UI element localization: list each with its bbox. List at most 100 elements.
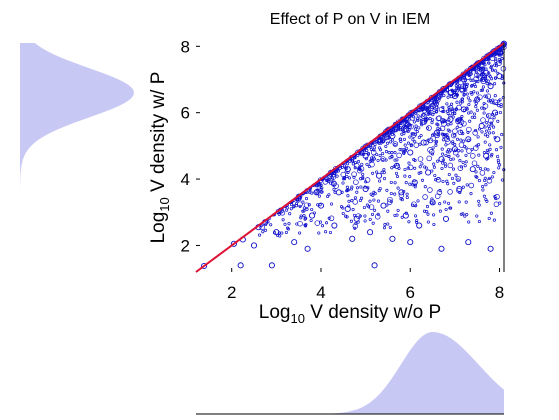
data-point <box>304 245 311 252</box>
cloud-point <box>393 151 397 155</box>
cloud-point <box>373 208 377 212</box>
y-tick-label: 4 <box>181 170 190 189</box>
cloud-point <box>432 165 436 169</box>
cloud-point <box>347 204 351 208</box>
cloud-point <box>414 204 418 208</box>
cloud-point <box>416 199 420 203</box>
cloud-point <box>450 102 454 106</box>
cloud-point <box>451 157 455 161</box>
cloud-point <box>491 131 495 135</box>
cloud-point <box>284 230 288 234</box>
cloud-point <box>397 126 401 130</box>
cloud-point <box>464 146 468 150</box>
cloud-point <box>400 148 404 152</box>
cloud-point <box>364 177 371 183</box>
cloud-point <box>496 71 500 75</box>
cloud-point <box>497 99 501 103</box>
cloud-point <box>446 128 450 132</box>
cloud-point <box>458 159 462 163</box>
cloud-point <box>498 163 502 167</box>
cloud-point <box>400 198 404 202</box>
cloud-point <box>447 189 453 195</box>
cloud-point <box>494 148 499 152</box>
cloud-point <box>344 170 348 174</box>
data-point <box>402 212 409 219</box>
cloud-point <box>459 138 463 142</box>
cloud-point <box>297 201 303 207</box>
cloud-point <box>400 132 404 136</box>
cloud-point <box>393 158 397 162</box>
cloud-point <box>473 99 477 103</box>
cloud-point <box>403 149 408 153</box>
cloud-point <box>436 133 440 137</box>
cloud-point <box>436 123 440 127</box>
data-point <box>420 139 427 146</box>
cloud-point <box>352 175 356 179</box>
cloud-point <box>451 167 456 171</box>
cloud-point <box>463 164 467 168</box>
cloud-point <box>345 185 349 189</box>
cloud-point <box>414 124 418 128</box>
cloud-point <box>393 192 397 196</box>
cloud-point <box>466 148 472 154</box>
cloud-point <box>448 114 452 118</box>
cloud-point <box>318 203 322 207</box>
cloud-point <box>258 233 262 237</box>
cloud-point <box>408 135 412 139</box>
data-point <box>353 215 360 222</box>
cloud-point <box>449 148 453 152</box>
cloud-point <box>453 143 457 147</box>
cloud-point <box>413 185 417 189</box>
cloud-point <box>412 120 416 124</box>
cloud-point <box>386 222 390 226</box>
cloud-point <box>403 143 407 147</box>
plot-axes <box>503 43 505 272</box>
cloud-point <box>292 204 296 208</box>
cloud-point <box>410 132 414 136</box>
cloud-point <box>372 157 376 161</box>
cloud-point <box>470 92 474 96</box>
cloud-point <box>378 179 382 183</box>
cloud-point <box>315 184 319 188</box>
cloud-point <box>463 214 467 218</box>
cloud-point <box>400 215 404 219</box>
cloud-point <box>281 218 285 222</box>
data-point <box>487 245 494 252</box>
cloud-point <box>441 105 445 109</box>
cloud-point <box>430 121 434 125</box>
cloud-point <box>474 105 478 109</box>
cloud-point <box>370 142 374 146</box>
cloud-point <box>498 110 502 115</box>
cloud-point <box>465 213 469 217</box>
cloud-point <box>447 162 454 169</box>
cloud-point <box>498 201 502 205</box>
cloud-point <box>353 226 357 230</box>
cloud-point <box>470 147 474 152</box>
cloud-point <box>361 175 365 180</box>
cloud-point <box>289 207 293 211</box>
cloud-point <box>481 188 485 192</box>
cloud-point <box>353 166 357 170</box>
cloud-point <box>382 168 386 172</box>
cloud-point <box>492 116 496 120</box>
x-tick-labels: 2 4 6 8 <box>227 268 504 302</box>
cloud-point <box>499 102 503 107</box>
cloud-point <box>343 166 348 170</box>
cloud-point <box>365 162 369 166</box>
data-point <box>483 152 490 159</box>
cloud-point <box>364 157 368 161</box>
cloud-point <box>397 122 401 126</box>
cloud-point <box>489 211 493 215</box>
cloud-point <box>485 199 489 203</box>
cloud-point <box>415 220 419 224</box>
cloud-point <box>360 152 364 156</box>
x-tick-label: 4 <box>316 283 325 302</box>
cloud-point <box>433 100 437 104</box>
cloud-point <box>402 137 406 141</box>
cloud-point <box>479 73 483 77</box>
cloud-point <box>449 95 453 99</box>
cloud-point <box>496 119 500 123</box>
cloud-point <box>368 199 372 203</box>
cloud-point <box>407 128 411 132</box>
cloud-point <box>459 99 463 103</box>
